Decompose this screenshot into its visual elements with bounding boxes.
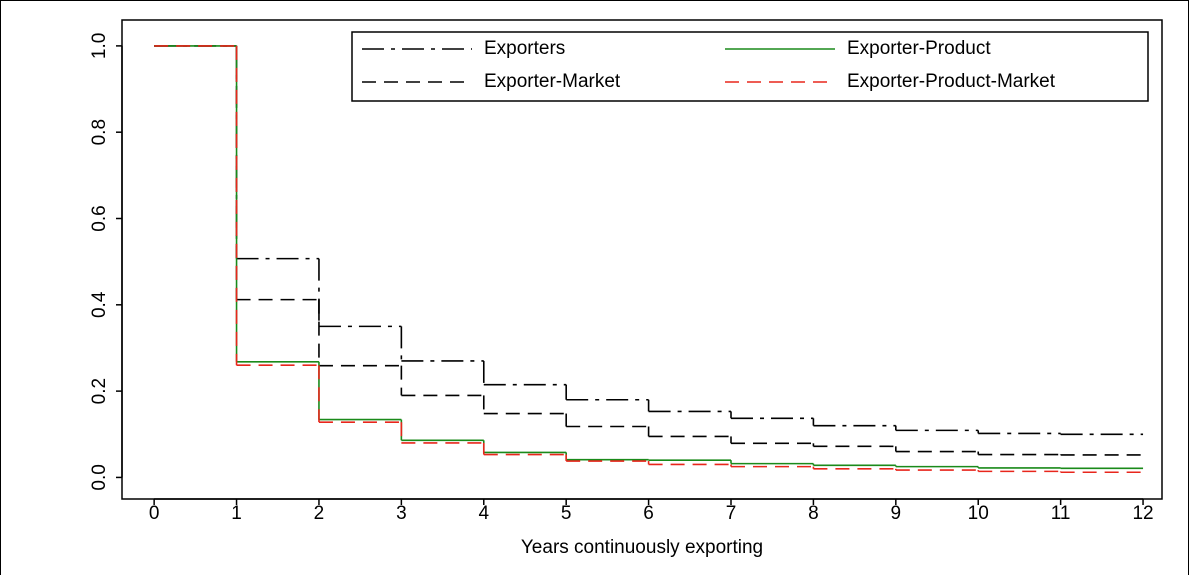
legend-label: Exporters xyxy=(484,38,565,59)
x-axis-label: Years continuously exporting xyxy=(521,537,763,558)
x-tick-label: 6 xyxy=(643,503,654,524)
legend-label: Exporter-Product-Market xyxy=(847,71,1056,92)
x-tick-label: 5 xyxy=(561,503,572,524)
y-tick-label: 0.8 xyxy=(89,119,110,145)
x-tick-label: 3 xyxy=(396,503,407,524)
x-tick-label: 8 xyxy=(808,503,819,524)
x-tick-label: 0 xyxy=(149,503,160,524)
x-tick-label: 2 xyxy=(314,503,325,524)
x-tick-label: 11 xyxy=(1051,503,1071,524)
y-tick-label: 0.0 xyxy=(89,464,110,490)
y-tick-label: 0.4 xyxy=(89,291,110,318)
x-tick-label: 7 xyxy=(726,503,737,524)
y-tick-label: 0.2 xyxy=(89,378,110,404)
x-tick-label: 4 xyxy=(478,503,489,524)
x-tick-label: 1 xyxy=(231,503,242,524)
x-tick-label: 12 xyxy=(1132,503,1153,524)
x-tick-label: 9 xyxy=(891,503,902,524)
legend-label: Exporter-Product xyxy=(847,38,991,59)
legend-label: Exporter-Market xyxy=(484,71,621,92)
legend-box xyxy=(351,31,1149,102)
y-tick-label: 0.6 xyxy=(89,205,110,231)
y-tick-label: 1.0 xyxy=(89,33,110,59)
x-tick-label: 10 xyxy=(968,503,989,524)
